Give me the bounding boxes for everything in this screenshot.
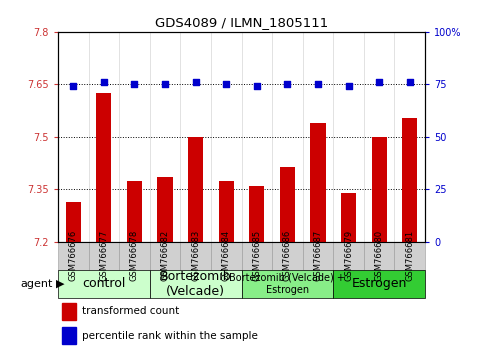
Text: GSM766687: GSM766687: [313, 230, 323, 281]
Bar: [333, 270, 425, 298]
Text: control: control: [82, 277, 126, 290]
Bar: [249, 186, 265, 242]
Text: Bortezomib
(Velcade): Bortezomib (Velcade): [160, 270, 231, 298]
Bar: [311, 123, 326, 242]
Bar: [119, 242, 150, 270]
Bar: [242, 270, 333, 298]
Text: GSM766681: GSM766681: [405, 230, 414, 281]
Bar: [303, 242, 333, 270]
Bar: [280, 167, 295, 242]
Bar: [364, 242, 395, 270]
Bar: [66, 202, 81, 242]
Title: GDS4089 / ILMN_1805111: GDS4089 / ILMN_1805111: [155, 16, 328, 29]
Point: [375, 79, 383, 85]
Bar: [395, 242, 425, 270]
Text: GSM766680: GSM766680: [375, 230, 384, 281]
Bar: [157, 177, 173, 242]
Point: [161, 81, 169, 87]
Point: [192, 79, 199, 85]
Text: GSM766685: GSM766685: [252, 230, 261, 281]
Bar: [211, 242, 242, 270]
Text: GSM766676: GSM766676: [69, 230, 78, 281]
Text: transformed count: transformed count: [82, 306, 179, 316]
Text: agent: agent: [21, 279, 53, 289]
Text: GSM766677: GSM766677: [99, 230, 108, 281]
Bar: [88, 242, 119, 270]
Bar: [150, 242, 180, 270]
Text: GSM766684: GSM766684: [222, 230, 231, 281]
Bar: [219, 181, 234, 242]
Bar: [371, 137, 387, 242]
Bar: [341, 193, 356, 242]
Point: [284, 81, 291, 87]
Text: Estrogen: Estrogen: [352, 277, 407, 290]
Bar: [150, 270, 242, 298]
Text: ▶: ▶: [56, 279, 64, 289]
Bar: [402, 118, 417, 242]
Point: [130, 81, 138, 87]
Bar: [272, 242, 303, 270]
Bar: [127, 181, 142, 242]
Point: [100, 79, 108, 85]
Bar: [188, 137, 203, 242]
Text: percentile rank within the sample: percentile rank within the sample: [82, 331, 258, 341]
Text: GSM766682: GSM766682: [160, 230, 170, 281]
Point: [222, 81, 230, 87]
Text: GSM766683: GSM766683: [191, 230, 200, 281]
Bar: [62, 327, 76, 344]
Point: [345, 84, 353, 89]
Bar: [96, 93, 112, 242]
Point: [70, 84, 77, 89]
Text: GSM766679: GSM766679: [344, 230, 353, 281]
Bar: [333, 242, 364, 270]
Text: Bortezomib (Velcade) +
Estrogen: Bortezomib (Velcade) + Estrogen: [229, 273, 345, 295]
Point: [314, 81, 322, 87]
Bar: [58, 242, 88, 270]
Bar: [58, 270, 150, 298]
Bar: [62, 303, 76, 320]
Bar: [242, 242, 272, 270]
Text: GSM766678: GSM766678: [130, 230, 139, 281]
Bar: [180, 242, 211, 270]
Point: [253, 84, 261, 89]
Text: GSM766686: GSM766686: [283, 230, 292, 281]
Point: [406, 79, 413, 85]
